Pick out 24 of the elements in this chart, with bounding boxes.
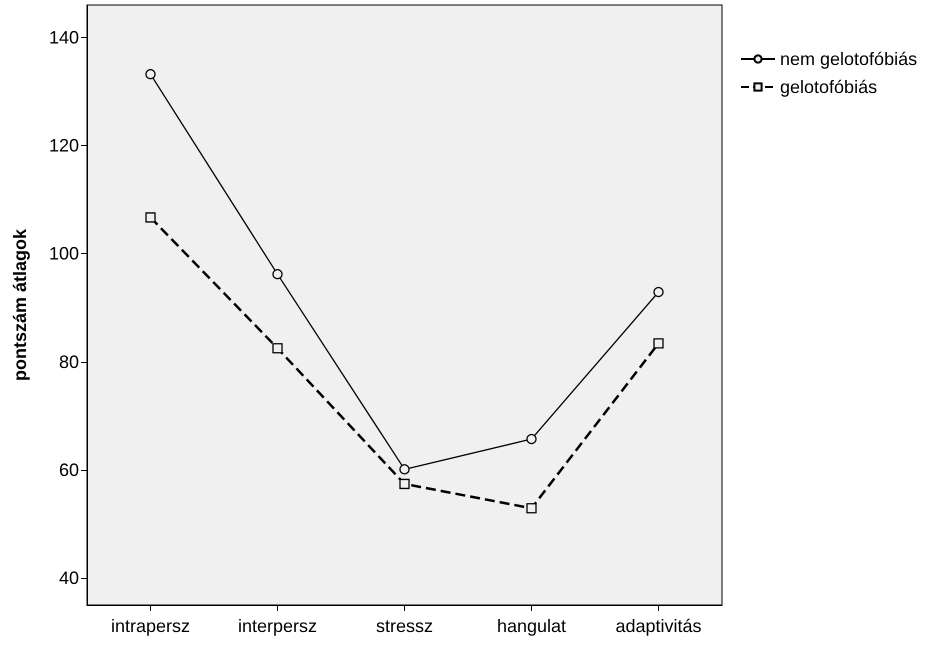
point xyxy=(272,343,283,354)
point xyxy=(653,338,664,349)
point xyxy=(653,286,664,298)
point xyxy=(526,503,537,514)
legend-label: gelotofóbiás xyxy=(780,77,878,97)
y-tick-label: 120 xyxy=(48,136,79,156)
point xyxy=(145,212,156,223)
y-tick-label: 140 xyxy=(48,27,79,48)
point xyxy=(145,69,156,80)
x-tick-label: adaptivitás xyxy=(615,616,702,636)
point xyxy=(526,434,537,444)
y-tick-label: 60 xyxy=(58,460,79,480)
y-axis-title: pontszám átlagok xyxy=(10,228,30,382)
y-tick-label: 40 xyxy=(58,568,79,588)
x-tick-label: hangulat xyxy=(496,616,566,636)
point xyxy=(272,269,283,280)
x-tick-label: intrapersz xyxy=(110,616,190,636)
point xyxy=(399,478,410,490)
legend-label: nem gelotofóbiás xyxy=(780,49,918,69)
y-tick-label: 80 xyxy=(58,352,79,372)
x-tick-label: stressz xyxy=(376,616,434,636)
x-tick-label: interpersz xyxy=(238,616,318,636)
y-tick-label: 100 xyxy=(48,244,79,264)
point xyxy=(399,464,410,474)
